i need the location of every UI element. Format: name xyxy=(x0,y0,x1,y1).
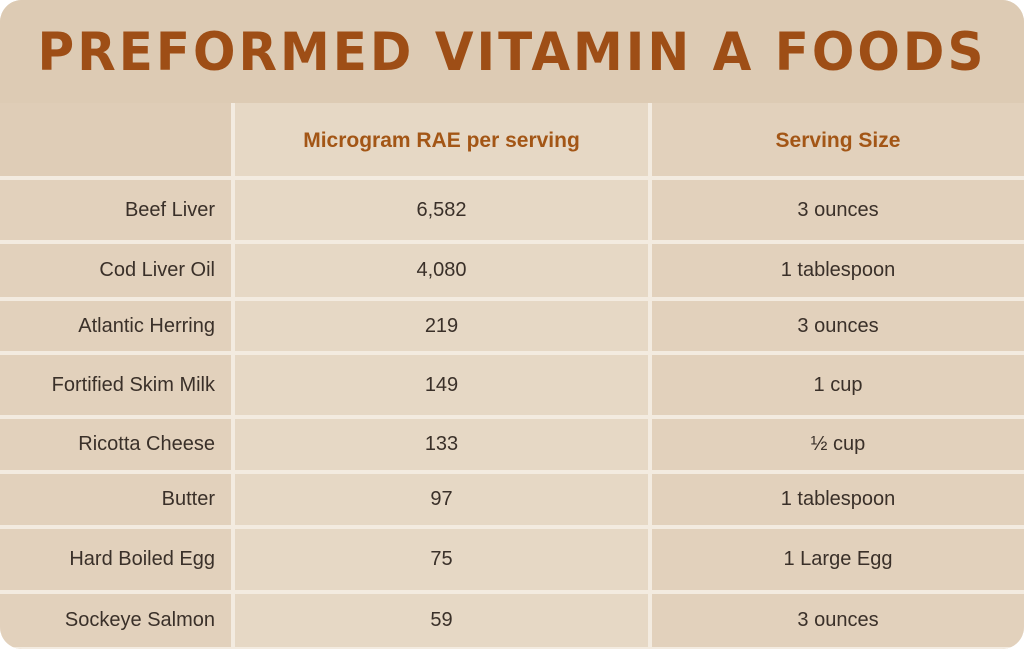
column-divider xyxy=(648,244,652,297)
column-divider xyxy=(231,180,235,240)
rae-value: 219 xyxy=(235,301,648,351)
serving-size: 1 tablespoon xyxy=(652,244,1024,297)
column-divider xyxy=(648,474,652,525)
rae-value: 59 xyxy=(235,594,648,647)
column-divider xyxy=(648,180,652,240)
food-name: Ricotta Cheese xyxy=(0,419,231,470)
column-divider xyxy=(231,474,235,525)
food-name: Beef Liver xyxy=(0,180,231,240)
header-food xyxy=(0,103,231,176)
column-divider xyxy=(231,529,235,590)
serving-size: 3 ounces xyxy=(652,301,1024,351)
column-divider xyxy=(231,301,235,351)
food-name: Butter xyxy=(0,474,231,525)
column-divider xyxy=(648,301,652,351)
serving-size: 1 tablespoon xyxy=(652,474,1024,525)
serving-size: 3 ounces xyxy=(652,180,1024,240)
column-divider xyxy=(231,103,235,176)
food-name: Hard Boiled Egg xyxy=(0,529,231,590)
column-divider xyxy=(231,244,235,297)
serving-size: ½ cup xyxy=(652,419,1024,470)
header-serving-size: Serving Size xyxy=(652,103,1024,176)
rae-value: 4,080 xyxy=(235,244,648,297)
column-divider xyxy=(648,594,652,647)
rae-value: 97 xyxy=(235,474,648,525)
serving-size: 1 cup xyxy=(652,355,1024,415)
rae-value: 133 xyxy=(235,419,648,470)
page-title: PREFORMED VITAMIN A FOODS xyxy=(0,0,1024,106)
column-divider xyxy=(231,419,235,470)
column-divider xyxy=(648,419,652,470)
food-name: Sockeye Salmon xyxy=(0,594,231,647)
serving-size: 3 ounces xyxy=(652,594,1024,647)
vitamin-a-table: Microgram RAE per serving Serving Size B… xyxy=(0,103,1024,649)
column-divider xyxy=(648,103,652,176)
serving-size: 1 Large Egg xyxy=(652,529,1024,590)
rae-value: 75 xyxy=(235,529,648,590)
column-divider xyxy=(648,529,652,590)
column-divider xyxy=(231,594,235,647)
food-name: Cod Liver Oil xyxy=(0,244,231,297)
rae-value: 6,582 xyxy=(235,180,648,240)
rae-value: 149 xyxy=(235,355,648,415)
header-rae: Microgram RAE per serving xyxy=(235,103,648,176)
column-divider xyxy=(231,355,235,415)
food-name: Atlantic Herring xyxy=(0,301,231,351)
column-divider xyxy=(648,355,652,415)
food-name: Fortified Skim Milk xyxy=(0,355,231,415)
